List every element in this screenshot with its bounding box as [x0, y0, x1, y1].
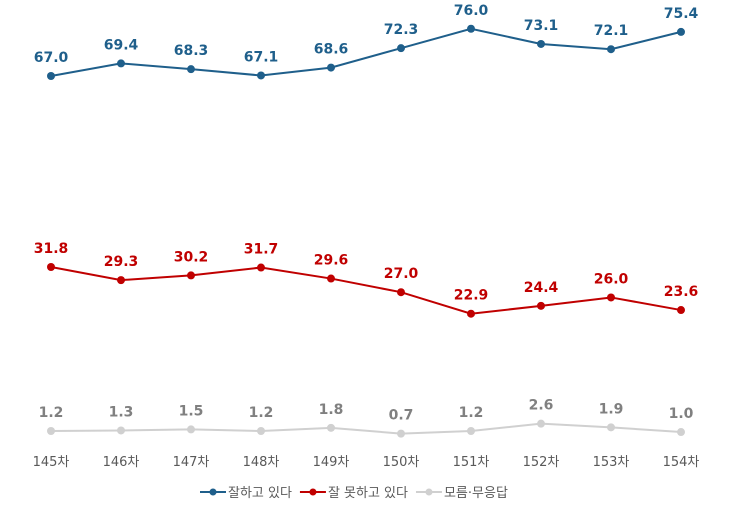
data-point	[187, 271, 195, 280]
data-point	[117, 426, 125, 435]
data-point	[327, 423, 335, 432]
data-label: 73.1	[524, 18, 559, 34]
data-label: 72.1	[594, 23, 629, 39]
data-label: 22.9	[454, 288, 489, 304]
x-tick-label: 146차	[103, 455, 140, 470]
x-tick-label: 149차	[313, 455, 350, 470]
data-label: 68.6	[314, 42, 349, 58]
data-label: 76.0	[454, 3, 489, 19]
data-label: 1.0	[669, 406, 694, 422]
data-label: 1.3	[109, 404, 134, 420]
x-tick-label: 153차	[593, 455, 630, 470]
data-label: 69.4	[104, 37, 139, 53]
data-label: 1.9	[599, 401, 624, 417]
data-point	[397, 429, 405, 438]
data-label: 27.0	[384, 266, 419, 282]
data-point	[117, 276, 125, 285]
data-point	[47, 72, 55, 80]
legend-label: 모름·무응답	[444, 486, 508, 501]
data-label: 72.3	[384, 22, 419, 38]
legend-label: 잘하고 있다	[228, 486, 292, 501]
legend-marker	[425, 488, 433, 496]
data-point	[607, 45, 615, 54]
data-point	[677, 27, 685, 36]
data-label: 29.6	[314, 253, 349, 269]
data-label: 31.7	[244, 242, 279, 258]
data-point	[187, 65, 195, 74]
legend-label: 잘 못하고 있다	[328, 486, 408, 501]
data-label: 75.4	[664, 6, 699, 22]
data-label: 67.0	[34, 50, 69, 66]
data-point	[327, 63, 335, 72]
data-label: 0.7	[389, 408, 414, 424]
x-tick-label: 148차	[243, 455, 280, 470]
data-point	[537, 301, 545, 310]
data-point	[257, 263, 265, 272]
data-label: 1.2	[39, 405, 64, 421]
data-point	[537, 419, 545, 428]
data-point	[257, 71, 265, 80]
data-label: 30.2	[174, 249, 209, 265]
data-label: 24.4	[524, 280, 559, 296]
data-point	[47, 427, 55, 435]
data-label: 67.1	[244, 49, 279, 65]
legend-marker	[209, 488, 217, 496]
data-point	[607, 293, 615, 302]
x-tick-label: 147차	[173, 455, 210, 470]
data-point	[117, 59, 125, 68]
x-tick-label: 145차	[33, 455, 70, 470]
x-tick-label: 152차	[523, 455, 560, 470]
data-point	[257, 427, 265, 435]
data-label: 1.8	[319, 402, 344, 418]
series-line-2	[50, 422, 682, 435]
data-point	[47, 263, 55, 271]
data-point	[467, 24, 475, 33]
data-label: 26.0	[594, 271, 629, 287]
data-point	[467, 309, 475, 318]
data-label: 29.3	[104, 254, 139, 270]
x-tick-label: 151차	[453, 455, 490, 470]
data-point	[397, 288, 405, 297]
data-point	[187, 425, 195, 434]
data-label: 1.2	[459, 405, 484, 421]
data-label: 68.3	[174, 43, 209, 59]
data-label: 1.5	[179, 403, 204, 419]
data-point	[677, 306, 685, 315]
x-tick-label: 154차	[663, 455, 700, 470]
data-point	[537, 39, 545, 48]
x-tick-label: 150차	[383, 455, 420, 470]
data-point	[677, 428, 685, 437]
data-point	[607, 423, 615, 432]
data-point	[397, 44, 405, 53]
data-point	[327, 274, 335, 283]
data-point	[467, 427, 475, 435]
series-line-1	[50, 266, 682, 315]
data-label: 23.6	[664, 284, 699, 300]
data-label: 31.8	[34, 241, 69, 257]
data-label: 2.6	[529, 398, 554, 414]
legend-marker	[309, 488, 317, 496]
data-label: 1.2	[249, 405, 274, 421]
series-line-0	[50, 27, 682, 77]
